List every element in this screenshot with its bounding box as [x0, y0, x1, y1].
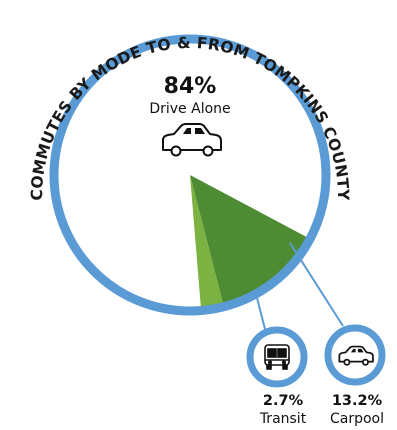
- transit-badge: [246, 326, 308, 388]
- carpool-leader-line: [289, 242, 344, 327]
- drive-alone-label: Drive Alone: [149, 101, 230, 117]
- bus-icon: [264, 344, 290, 370]
- chart-title: COMMUTES BY MODE TO & FROM TOMPKINS COUN…: [28, 34, 352, 201]
- drive-alone-value: 84%: [164, 74, 217, 99]
- pie-slice-transit: [190, 175, 223, 307]
- car-icon: [338, 345, 374, 366]
- car-icon: [162, 123, 222, 157]
- transit-label: Transit: [259, 411, 307, 427]
- carpool-badge: [324, 324, 386, 386]
- transit-value: 2.7%: [263, 393, 304, 409]
- chart-title-path: COMMUTES BY MODE TO & FROM TOMPKINS COUN…: [28, 34, 352, 201]
- pie-slice-carpool: [190, 175, 307, 303]
- pie-slices: [190, 175, 307, 307]
- transit-leader-line: [255, 293, 267, 334]
- carpool-value: 13.2%: [332, 393, 383, 409]
- pie-ring: [49, 34, 331, 316]
- carpool-label: Carpool: [330, 411, 384, 427]
